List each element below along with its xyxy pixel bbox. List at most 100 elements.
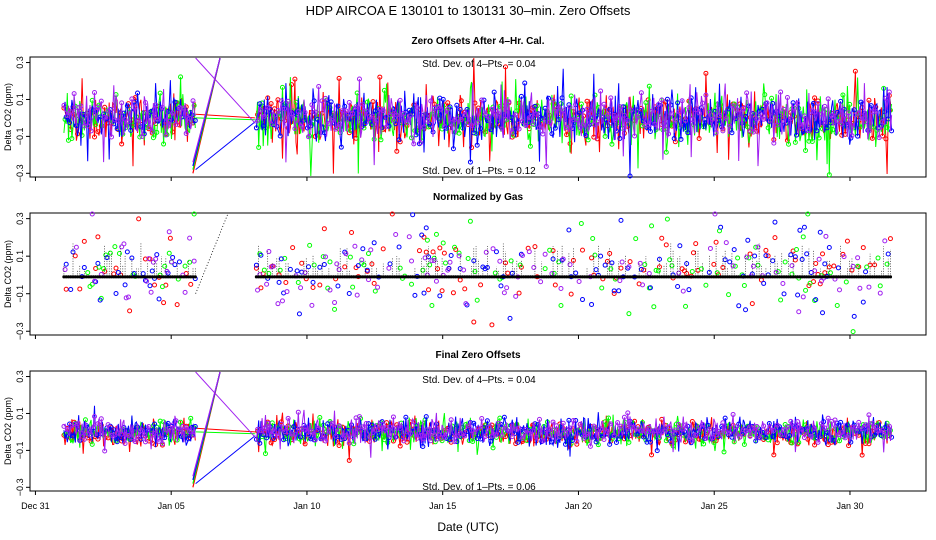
x-tick-label: Jan 30	[836, 501, 863, 511]
data-point	[469, 123, 475, 129]
data-point	[812, 109, 818, 115]
data-point	[696, 424, 702, 430]
data-point	[121, 241, 127, 247]
data-point	[360, 246, 366, 252]
data-point	[713, 239, 719, 245]
data-point	[364, 267, 370, 273]
baseline-point	[80, 275, 84, 279]
data-point	[609, 141, 615, 147]
baseline-point	[91, 275, 95, 279]
data-point	[154, 252, 160, 258]
data-point	[550, 97, 556, 103]
data-point	[170, 422, 176, 428]
data-point	[567, 262, 573, 268]
baseline-point	[161, 275, 166, 279]
data-point	[755, 244, 761, 250]
data-point	[771, 427, 777, 433]
baseline-point	[789, 275, 793, 279]
data-point	[499, 126, 505, 132]
data-point	[543, 164, 549, 170]
baseline-point	[635, 275, 639, 279]
data-point	[424, 237, 430, 243]
data-point	[410, 212, 416, 218]
data-point	[486, 424, 492, 430]
data-point	[780, 280, 786, 286]
baseline-point	[408, 275, 412, 279]
data-point	[846, 432, 852, 438]
data-point	[671, 135, 677, 141]
data-point	[411, 141, 417, 147]
baseline-point	[478, 275, 483, 279]
baseline-point	[386, 275, 390, 279]
data-point	[866, 97, 872, 103]
baseline-point	[843, 275, 847, 279]
baseline-point	[814, 275, 818, 279]
baseline-point	[173, 275, 177, 279]
data-point	[567, 104, 573, 110]
x-tick-label: Jan 15	[429, 501, 456, 511]
data-point	[105, 108, 111, 114]
data-point	[414, 105, 420, 111]
data-point	[593, 267, 599, 273]
data-point	[68, 286, 74, 292]
data-point	[852, 424, 858, 430]
data-point	[478, 436, 484, 442]
data-point	[350, 284, 356, 290]
data-point	[150, 259, 156, 265]
baseline-point	[402, 275, 406, 279]
data-point	[519, 118, 525, 124]
data-point	[406, 234, 412, 240]
data-point	[354, 292, 360, 298]
data-point	[589, 301, 595, 307]
data-point	[166, 250, 172, 256]
data-point	[278, 421, 284, 427]
baseline-point	[719, 275, 723, 279]
data-point	[884, 261, 890, 267]
baseline-point	[89, 275, 93, 279]
data-point	[770, 100, 776, 106]
baseline-point	[404, 275, 408, 279]
baseline-point	[796, 275, 800, 279]
data-point	[591, 423, 597, 429]
data-point	[767, 117, 773, 123]
data-point	[152, 282, 158, 288]
data-point	[85, 123, 91, 129]
baseline-point	[368, 275, 372, 279]
data-point	[393, 231, 399, 237]
data-point	[878, 433, 884, 439]
data-point	[290, 245, 296, 251]
data-point	[424, 427, 430, 433]
data-point	[566, 417, 572, 423]
data-point	[268, 101, 274, 107]
data-point	[457, 106, 463, 112]
data-point	[437, 245, 443, 251]
data-point	[69, 136, 75, 142]
data-point	[429, 258, 435, 264]
data-point	[772, 235, 778, 241]
gap-connector-line	[195, 121, 256, 171]
data-point	[664, 216, 670, 222]
data-point	[190, 98, 196, 104]
data-point	[320, 254, 326, 260]
data-point	[322, 438, 328, 444]
data-point	[517, 262, 523, 268]
data-point	[649, 452, 655, 458]
data-point	[356, 414, 362, 420]
data-point	[356, 76, 362, 82]
data-point	[837, 438, 843, 444]
baseline-point	[506, 275, 510, 279]
data-point	[743, 307, 749, 313]
baseline-point	[771, 275, 775, 279]
data-point	[387, 261, 393, 267]
data-point	[261, 267, 267, 273]
data-point	[652, 428, 658, 434]
data-point	[265, 421, 271, 427]
data-point	[618, 265, 624, 271]
data-point	[757, 111, 763, 117]
data-point	[577, 125, 583, 131]
baseline-point	[716, 275, 720, 279]
data-point	[397, 265, 403, 271]
baseline-point	[642, 275, 646, 279]
panel-title: Normalized by Gas	[433, 192, 523, 203]
gap-connector-line	[195, 57, 256, 124]
